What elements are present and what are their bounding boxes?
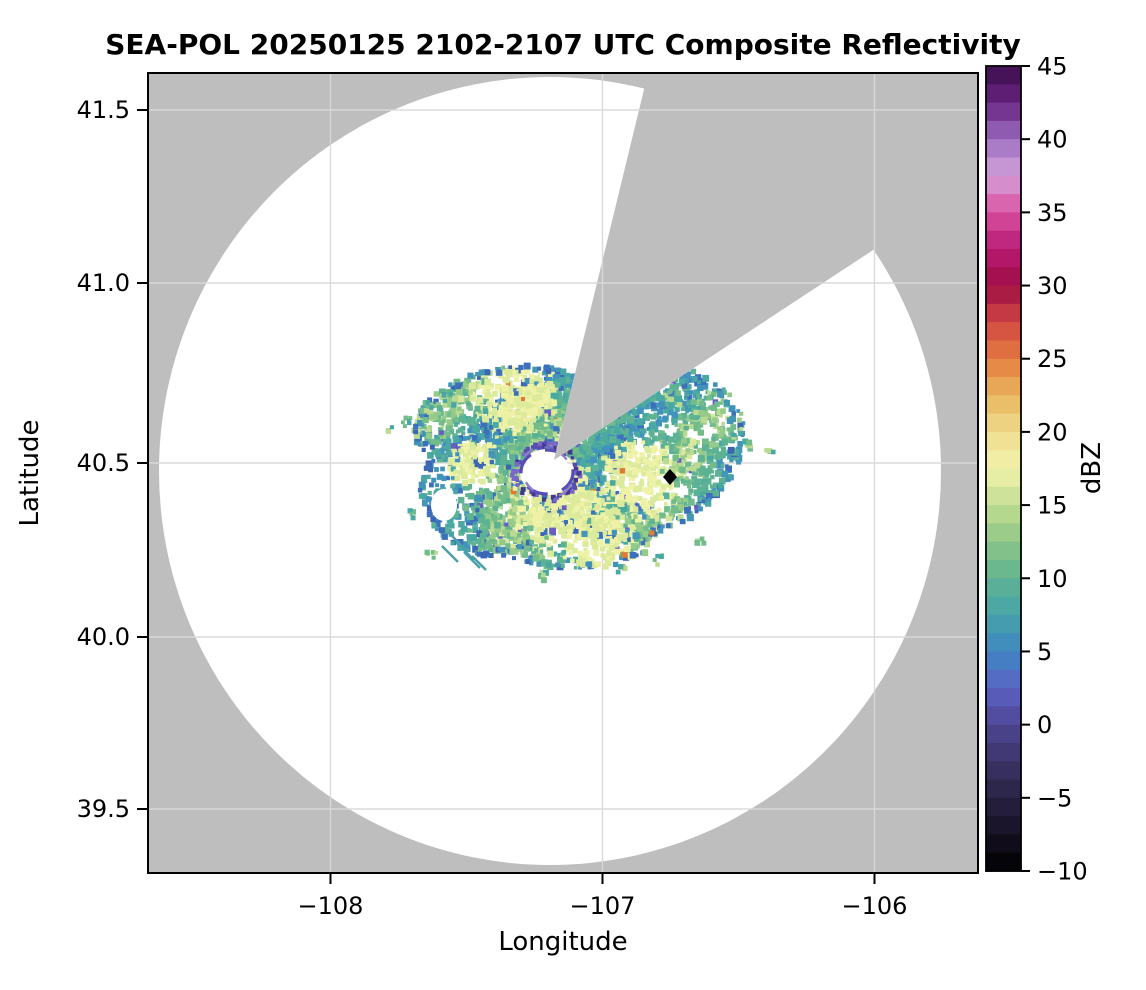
colorbar-tick-label: 0 <box>1037 711 1052 739</box>
colorbar-band <box>986 724 1021 744</box>
colorbar-tick-label: 30 <box>1037 272 1068 300</box>
colorbar-tick-label: 5 <box>1037 638 1052 666</box>
y-tick-label: 40.5 <box>77 449 130 477</box>
colorbar <box>986 66 1021 872</box>
colorbar-tick-label: 15 <box>1037 492 1068 520</box>
colorbar-band <box>986 230 1021 250</box>
colorbar-band <box>986 706 1021 726</box>
colorbar-band <box>986 303 1021 323</box>
x-tick-label: −108 <box>298 892 364 920</box>
colorbar-band <box>986 431 1021 451</box>
colorbar-band <box>986 614 1021 634</box>
colorbar-band <box>986 212 1021 232</box>
y-axis-ticks: 41.5 41.0 40.5 40.0 39.5 <box>77 96 148 823</box>
colorbar-band <box>986 175 1021 195</box>
colorbar-band <box>986 157 1021 177</box>
x-tick-label: −107 <box>570 892 636 920</box>
plot-frame <box>147 72 979 874</box>
colorbar-band <box>986 450 1021 470</box>
colorbar-band <box>986 285 1021 305</box>
colorbar-tick-label: 20 <box>1037 418 1068 446</box>
colorbar-band <box>986 797 1021 817</box>
colorbar-label: dBZ <box>1077 442 1107 494</box>
colorbar-band <box>986 559 1021 579</box>
colorbar-tick-label: 35 <box>1037 199 1068 227</box>
colorbar-band <box>986 596 1021 616</box>
colorbar-band <box>986 633 1021 653</box>
colorbar-band <box>986 779 1021 799</box>
colorbar-band <box>986 834 1021 854</box>
x-axis-ticks: −108 −107 −106 <box>298 873 908 920</box>
colorbar-band <box>986 267 1021 287</box>
colorbar-band <box>986 377 1021 397</box>
colorbar-band <box>986 688 1021 708</box>
colorbar-band <box>986 395 1021 415</box>
colorbar-band <box>986 761 1021 781</box>
colorbar-band <box>986 358 1021 378</box>
y-tick-label: 40.0 <box>77 623 130 651</box>
colorbar-band <box>986 852 1021 872</box>
colorbar-band <box>986 340 1021 360</box>
colorbar-tick-label: 45 <box>1037 53 1068 81</box>
colorbar-band <box>986 468 1021 488</box>
y-tick-label: 41.0 <box>77 269 130 297</box>
x-tick-label: −106 <box>842 892 908 920</box>
colorbar-band <box>986 651 1021 671</box>
colorbar-band <box>986 816 1021 836</box>
colorbar-band <box>986 505 1021 525</box>
colorbar-ticks: 45 40 35 30 25 20 15 10 5 0 −5 −10 <box>1021 53 1088 886</box>
colorbar-band <box>986 102 1021 122</box>
site-marker-diamond <box>663 469 677 485</box>
colorbar-band <box>986 248 1021 268</box>
blocked-sector-wedge <box>554 73 978 460</box>
colorbar-band <box>986 413 1021 433</box>
colorbar-tick-label: 40 <box>1037 126 1068 154</box>
y-tick-label: 39.5 <box>77 795 130 823</box>
colorbar-band <box>986 742 1021 762</box>
hole-fringe-ring-dark <box>519 448 575 496</box>
y-tick-label: 41.5 <box>77 96 130 124</box>
colorbar-tick-label: 10 <box>1037 565 1068 593</box>
x-axis-label: Longitude <box>498 927 627 957</box>
colorbar-tick-label: −5 <box>1037 784 1072 812</box>
colorbar-band <box>986 139 1021 159</box>
hole-center <box>524 453 570 491</box>
y-axis-label: Latitude <box>15 419 45 526</box>
colorbar-band <box>986 120 1021 140</box>
colorbar-band <box>986 669 1021 689</box>
colorbar-frame <box>985 65 1022 872</box>
colorbar-band <box>986 578 1021 598</box>
chart-title: SEA-POL 20250125 2102-2107 UTC Composite… <box>105 28 1020 61</box>
colorbar-band <box>986 322 1021 342</box>
colorbar-tick-label: 25 <box>1037 345 1068 373</box>
colorbar-band <box>986 541 1021 561</box>
colorbar-band <box>986 523 1021 543</box>
colorbar-band <box>986 486 1021 506</box>
colorbar-band <box>986 84 1021 104</box>
colorbar-tick-label: −10 <box>1037 858 1088 886</box>
colorbar-band <box>986 66 1021 85</box>
colorbar-band <box>986 194 1021 214</box>
